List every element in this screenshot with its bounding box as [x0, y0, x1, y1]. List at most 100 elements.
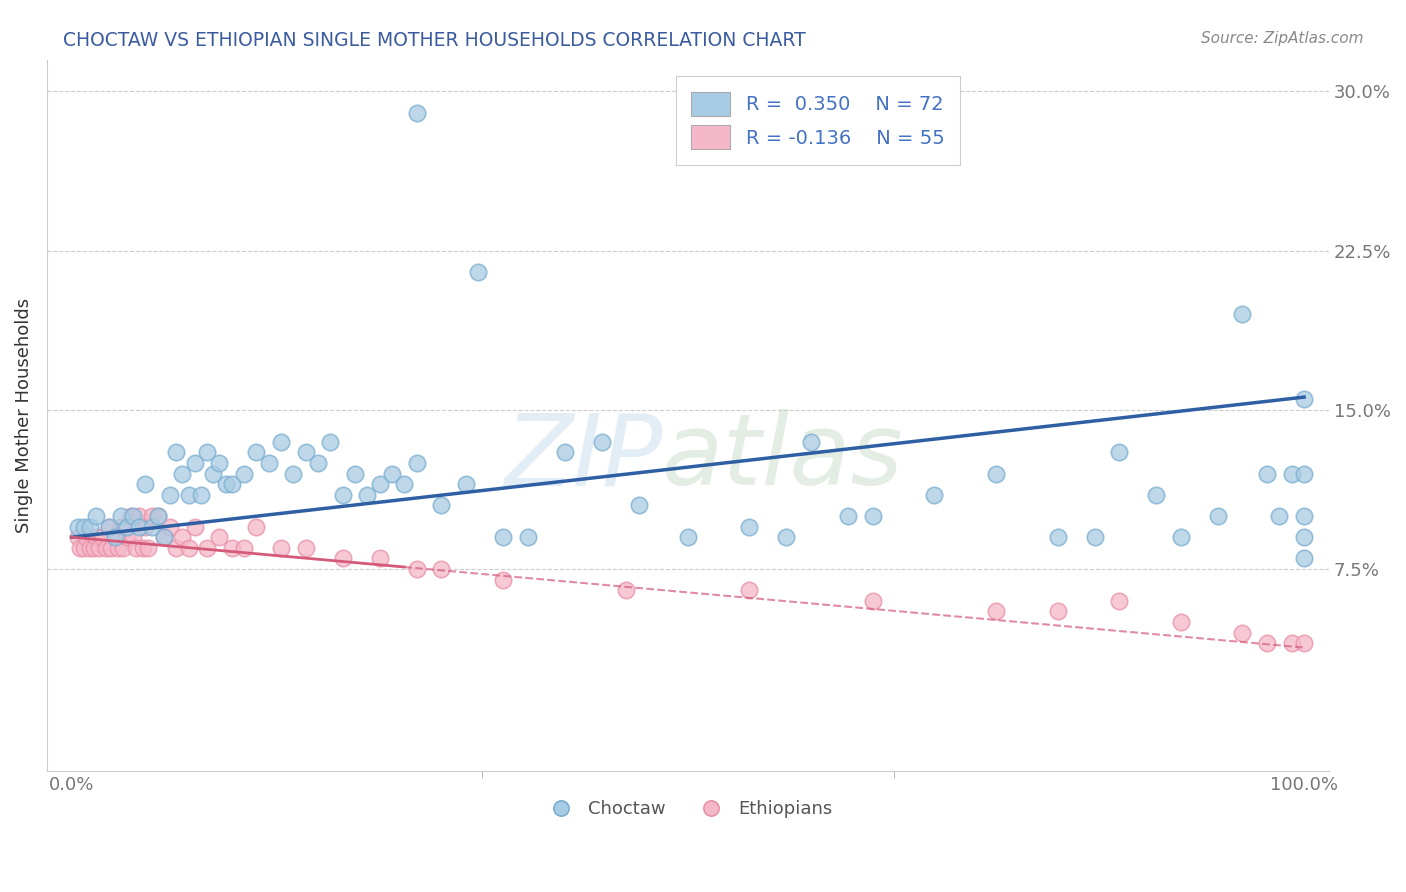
Point: [153, 530, 176, 544]
Text: ZIP: ZIP: [503, 409, 662, 507]
Point: [112, 541, 135, 555]
Point: [1256, 467, 1278, 481]
Point: [984, 605, 1007, 619]
Point: [294, 541, 316, 555]
Point: [676, 530, 699, 544]
Point: [134, 477, 156, 491]
Point: [405, 456, 427, 470]
Point: [924, 488, 946, 502]
Point: [591, 434, 613, 449]
Point: [1108, 445, 1130, 459]
Point: [94, 541, 117, 555]
Point: [146, 508, 169, 523]
Point: [394, 477, 416, 491]
Point: [66, 530, 89, 544]
Point: [104, 530, 127, 544]
Point: [122, 530, 145, 544]
Point: [454, 477, 477, 491]
Point: [332, 488, 354, 502]
Point: [368, 477, 391, 491]
Point: [100, 541, 122, 555]
Point: [1294, 636, 1316, 650]
Point: [91, 530, 114, 544]
Point: [332, 551, 354, 566]
Point: [430, 499, 453, 513]
Point: [141, 508, 163, 523]
Point: [381, 467, 404, 481]
Point: [270, 541, 292, 555]
Point: [245, 445, 267, 459]
Point: [1232, 625, 1254, 640]
Point: [984, 467, 1007, 481]
Point: [862, 594, 884, 608]
Point: [165, 445, 187, 459]
Point: [177, 488, 200, 502]
Point: [202, 467, 225, 481]
Point: [1294, 392, 1316, 407]
Point: [294, 445, 316, 459]
Point: [307, 456, 329, 470]
Point: [1294, 530, 1316, 544]
Point: [1046, 530, 1069, 544]
Point: [1046, 605, 1069, 619]
Point: [79, 541, 101, 555]
Point: [221, 541, 243, 555]
Point: [87, 541, 110, 555]
Point: [492, 573, 515, 587]
Point: [195, 445, 218, 459]
Point: [738, 519, 761, 533]
Point: [159, 519, 181, 533]
Point: [107, 541, 129, 555]
Point: [172, 467, 194, 481]
Point: [775, 530, 797, 544]
Point: [1268, 508, 1291, 523]
Point: [627, 499, 650, 513]
Point: [1084, 530, 1107, 544]
Point: [128, 519, 150, 533]
Point: [1281, 467, 1303, 481]
Point: [214, 477, 236, 491]
Point: [837, 508, 859, 523]
Point: [344, 467, 367, 481]
Point: [128, 508, 150, 523]
Point: [73, 519, 96, 533]
Point: [1281, 636, 1303, 650]
Text: CHOCTAW VS ETHIOPIAN SINGLE MOTHER HOUSEHOLDS CORRELATION CHART: CHOCTAW VS ETHIOPIAN SINGLE MOTHER HOUSE…: [63, 31, 806, 50]
Point: [83, 541, 105, 555]
Point: [356, 488, 378, 502]
Point: [110, 519, 132, 533]
Point: [84, 530, 107, 544]
Point: [283, 467, 305, 481]
Point: [1108, 594, 1130, 608]
Point: [1170, 615, 1192, 629]
Point: [614, 583, 637, 598]
Point: [84, 508, 107, 523]
Text: atlas: atlas: [662, 409, 904, 507]
Point: [405, 105, 427, 120]
Point: [319, 434, 342, 449]
Point: [66, 519, 89, 533]
Point: [165, 541, 187, 555]
Point: [1294, 551, 1316, 566]
Point: [467, 265, 489, 279]
Point: [69, 541, 91, 555]
Point: [75, 530, 97, 544]
Point: [124, 541, 146, 555]
Point: [1294, 467, 1316, 481]
Point: [172, 530, 194, 544]
Point: [122, 508, 145, 523]
Point: [73, 541, 96, 555]
Point: [190, 488, 212, 502]
Point: [184, 456, 207, 470]
Point: [492, 530, 515, 544]
Point: [134, 519, 156, 533]
Legend: Choctaw, Ethiopians: Choctaw, Ethiopians: [536, 793, 839, 826]
Point: [1206, 508, 1229, 523]
Point: [554, 445, 576, 459]
Point: [141, 519, 163, 533]
Point: [110, 508, 132, 523]
Point: [1256, 636, 1278, 650]
Point: [195, 541, 218, 555]
Point: [115, 530, 138, 544]
Point: [430, 562, 453, 576]
